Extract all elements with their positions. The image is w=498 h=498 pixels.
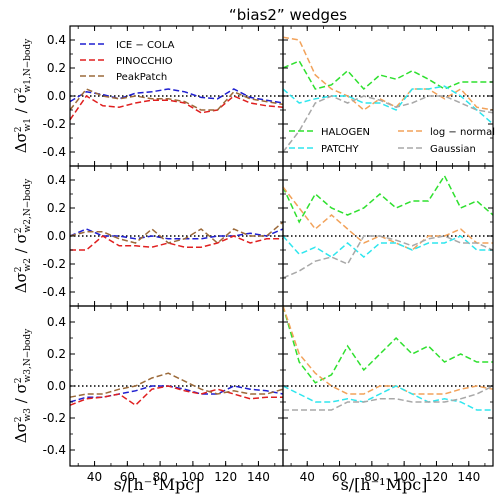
x-tick-label: 140 xyxy=(247,470,270,484)
series-line-log-normal xyxy=(282,305,494,395)
x-tick-label: 80 xyxy=(364,470,379,484)
legend-label: PINOCCHIO xyxy=(116,56,173,67)
y-tick-label: 0.4 xyxy=(47,315,66,329)
series-line-ice-cola xyxy=(69,88,284,104)
panel-row3-left: 0.4 0.2 0.0 -0.2 -0.4 40 60 80 100 120 140 xyxy=(43,305,284,484)
series-line-peakpatch xyxy=(69,372,284,398)
y-tick-label: -0.4 xyxy=(43,145,66,159)
panel-row1-right xyxy=(282,25,494,167)
series-line-patchy xyxy=(282,235,493,258)
x-tick-label: 140 xyxy=(457,470,480,484)
x-tick-label: 40 xyxy=(87,470,102,484)
legend-label: HALOGEN xyxy=(321,127,370,138)
y-axis-label-row3: Δσ2w3 / σ2w3,N−body xyxy=(12,328,33,443)
series-line-log-normal xyxy=(282,186,493,251)
y-tick-label: -0.2 xyxy=(43,257,66,271)
series-line-patchy xyxy=(282,85,494,125)
legend-label: log − normal xyxy=(430,127,495,138)
panels-group: 0.4 0.2 0.0 -0.2 -0.4 0.4 0.2 0.0 -0.2 -0.4 0.4 0.2… xyxy=(12,25,495,484)
series-line-peakpatch xyxy=(69,88,284,111)
panel-row2-right xyxy=(282,165,494,307)
series-line-gaussian xyxy=(282,95,494,153)
legend-right: HALOGEN log − normal PATCHY Gaussian xyxy=(289,127,495,155)
y-axis-label-row2: Δσ2w2 / σ2w2,N−body xyxy=(12,178,33,293)
legend-label: Gaussian xyxy=(430,144,476,155)
panel-row3-right: 40 60 80 100 120 140 xyxy=(282,305,494,484)
y-tick-label: -0.4 xyxy=(43,443,66,457)
x-tick-label: 100 xyxy=(393,470,416,484)
series-line-pinocchio xyxy=(69,385,283,407)
series-line-halogen xyxy=(282,60,493,91)
y-tick-label: 0.0 xyxy=(47,229,66,243)
series-line-halogen xyxy=(282,305,493,384)
series-line-pinocchio xyxy=(70,235,283,251)
x-tick-label: 120 xyxy=(214,470,237,484)
y-tick-label: -0.2 xyxy=(43,117,66,131)
chart-title: “bias2” wedges xyxy=(229,6,347,24)
panel-row2-left: 0.4 0.2 0.0 -0.2 -0.4 xyxy=(43,165,284,307)
legend-label: PeakPatch xyxy=(116,72,167,83)
series-line-patchy xyxy=(282,385,493,411)
series-line-pinocchio xyxy=(69,94,284,121)
x-tick-label: 40 xyxy=(300,470,315,484)
series-line-ice-cola xyxy=(69,228,284,240)
y-tick-label: 0.4 xyxy=(47,173,66,187)
x-tick-label: 60 xyxy=(332,470,347,484)
y-tick-label: 0.2 xyxy=(47,347,66,361)
y-tick-label: 0.0 xyxy=(47,379,66,393)
y-tick-label: 0.2 xyxy=(47,61,66,75)
x-tick-label: 80 xyxy=(152,470,167,484)
legend-left: ICE − COLA PINOCCHIO PeakPatch xyxy=(80,40,175,83)
x-tick-label: 60 xyxy=(120,470,135,484)
x-tick-label: 120 xyxy=(425,470,448,484)
legend-label: PATCHY xyxy=(321,144,359,155)
y-tick-label: -0.4 xyxy=(43,285,66,299)
x-axis-label-left: s/[h⁻¹Mpc] xyxy=(114,475,201,494)
y-tick-label: 0.0 xyxy=(47,89,66,103)
y-axis-label-row1: Δσ2w1 / σ2w1,N−body xyxy=(12,38,33,153)
x-tick-label: 100 xyxy=(181,470,204,484)
x-axis-label-right: s/[h⁻¹Mpc] xyxy=(341,475,428,494)
legend-label: ICE − COLA xyxy=(116,40,175,51)
series-line-peakpatch xyxy=(69,221,284,244)
y-tick-label: 0.2 xyxy=(47,201,66,215)
series-line-gaussian xyxy=(282,235,494,279)
y-tick-label: -0.2 xyxy=(43,411,66,425)
series-line-halogen xyxy=(282,174,494,224)
y-tick-label: 0.4 xyxy=(47,33,66,47)
